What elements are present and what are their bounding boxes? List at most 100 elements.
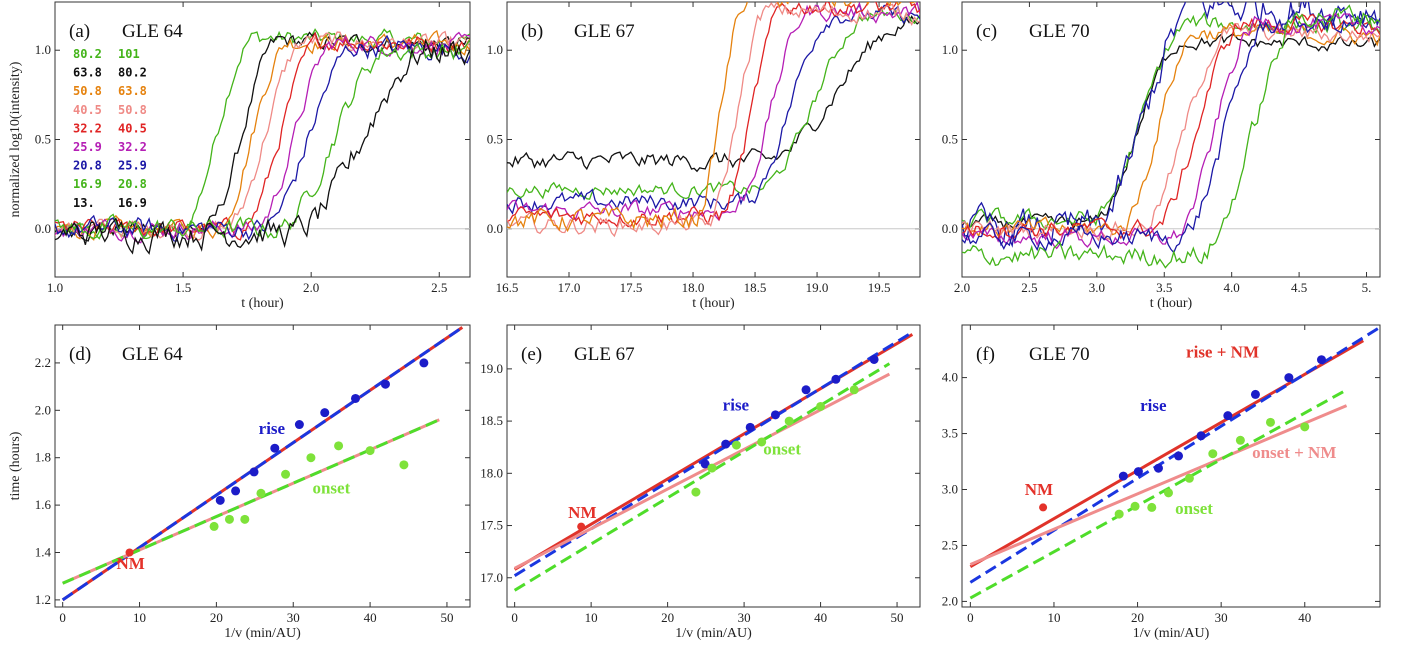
x-tick-label: 0 bbox=[59, 610, 66, 625]
data-point-onset bbox=[224, 514, 234, 524]
x-tick-label: 3.0 bbox=[1089, 280, 1105, 295]
data-point-onset bbox=[240, 514, 250, 524]
y-tick-label: 1.8 bbox=[35, 450, 51, 465]
legend-hi: 20.8 bbox=[118, 177, 147, 191]
data-point-onset bbox=[1208, 449, 1218, 459]
panel-title: GLE 64 bbox=[122, 21, 183, 42]
x-tick-label: 19.5 bbox=[868, 280, 891, 295]
data-point-rise bbox=[700, 459, 710, 469]
data-point-onset bbox=[784, 416, 794, 426]
data-point-rise bbox=[801, 385, 811, 395]
panel-label: (f) bbox=[976, 344, 995, 365]
y-tick-label: 0.0 bbox=[487, 221, 503, 236]
x-tick-label: 30 bbox=[287, 610, 300, 625]
x-tick-label: 40 bbox=[1298, 610, 1311, 625]
data-point-rise bbox=[294, 420, 304, 430]
annotation-nm: NM bbox=[1025, 480, 1053, 499]
legend-hi: 16.9 bbox=[118, 196, 147, 210]
legend-lo: 40.5 bbox=[73, 103, 102, 117]
y-tick-label: 1.0 bbox=[35, 42, 51, 57]
panel-label: (d) bbox=[69, 344, 91, 365]
x-tick-label: 0 bbox=[511, 610, 518, 625]
y-tick-label: 1.6 bbox=[35, 497, 52, 512]
data-point-rise bbox=[350, 393, 360, 403]
x-tick-label: 10 bbox=[133, 610, 146, 625]
series-line bbox=[962, 22, 1380, 238]
series-line bbox=[507, 2, 920, 238]
data-point-onset bbox=[209, 521, 219, 531]
series-line bbox=[507, 2, 920, 222]
annotation-onset: onset bbox=[763, 440, 801, 459]
x-tick-label: 50 bbox=[891, 610, 904, 625]
series-line bbox=[55, 34, 470, 242]
annotation-onset: onset bbox=[312, 478, 350, 497]
series-line bbox=[962, 4, 1380, 269]
annotation-rise-nm: rise + NM bbox=[1186, 342, 1259, 361]
data-point-rise bbox=[831, 374, 841, 384]
y-tick-label: 3.5 bbox=[942, 426, 958, 441]
x-tick-label: 16.5 bbox=[496, 280, 519, 295]
data-point-rise bbox=[1118, 471, 1128, 481]
x-tick-label: 1.0 bbox=[47, 280, 63, 295]
data-point-nm bbox=[577, 522, 586, 531]
onset-fit-green bbox=[513, 362, 891, 592]
x-tick-label: 19.0 bbox=[806, 280, 829, 295]
data-point-onset bbox=[334, 441, 344, 451]
panel-title: GLE 64 bbox=[122, 344, 183, 365]
nm-fit-red bbox=[513, 333, 914, 571]
x-tick-label: 20 bbox=[661, 610, 674, 625]
x-tick-label: 40 bbox=[814, 610, 827, 625]
x-tick-label: 30 bbox=[738, 610, 751, 625]
plot-area bbox=[55, 28, 470, 255]
series-line bbox=[507, 2, 917, 233]
data-point-onset bbox=[1114, 509, 1124, 519]
plot-frame bbox=[506, 1, 921, 278]
panel-title: GLE 67 bbox=[574, 21, 635, 42]
panel-title: GLE 70 bbox=[1029, 344, 1090, 365]
series-line bbox=[962, 11, 1380, 231]
series-line bbox=[55, 31, 470, 241]
plot-area bbox=[513, 331, 914, 592]
series-line bbox=[507, 7, 920, 200]
data-point-rise bbox=[869, 354, 879, 364]
plot-frame bbox=[961, 1, 1381, 278]
data-point-rise bbox=[215, 495, 225, 505]
data-point-onset bbox=[399, 460, 409, 470]
data-point-rise bbox=[1284, 373, 1294, 383]
x-tick-label: 5. bbox=[1362, 280, 1372, 295]
legend-hi: 40.5 bbox=[118, 121, 147, 135]
series-line bbox=[962, 9, 1380, 254]
onset-nm-fit-pink bbox=[969, 404, 1348, 566]
panel-e: 0 10 20 30 40 50 17.0 17.5 18.0 18.5 19.0 1/v (min/… bbox=[480, 324, 921, 641]
annotation-rise: rise bbox=[723, 396, 750, 415]
data-point-rise bbox=[1133, 467, 1143, 477]
y-tick-label: 2.2 bbox=[35, 355, 51, 370]
data-point-rise bbox=[1153, 463, 1163, 473]
x-tick-label: 2.0 bbox=[954, 280, 970, 295]
data-point-onset bbox=[1184, 473, 1194, 483]
data-point-onset bbox=[757, 437, 767, 447]
panel-title: GLE 67 bbox=[574, 344, 635, 365]
x-tick-label: 4.5 bbox=[1291, 280, 1307, 295]
legend-lo: 80.2 bbox=[73, 47, 102, 61]
legend-lo: 20.8 bbox=[73, 159, 102, 173]
legend-lo: 50.8 bbox=[73, 84, 102, 98]
y-tick-label: 17.5 bbox=[480, 518, 503, 533]
panel-title: GLE 70 bbox=[1029, 21, 1090, 42]
x-tick-label: 17.5 bbox=[620, 280, 643, 295]
rise-fit-blue bbox=[513, 331, 914, 577]
data-point-rise bbox=[270, 443, 280, 453]
annotation-nm: NM bbox=[116, 554, 144, 573]
data-point-rise bbox=[745, 422, 755, 432]
data-point-rise bbox=[1223, 411, 1233, 421]
data-point-onset bbox=[281, 469, 291, 479]
plot-area bbox=[61, 326, 464, 602]
data-point-onset bbox=[707, 463, 717, 473]
data-point-onset bbox=[1147, 502, 1157, 512]
legend-hi: 32.2 bbox=[118, 140, 147, 154]
data-point-onset bbox=[691, 487, 701, 497]
y-tick-label: 1.0 bbox=[942, 42, 958, 57]
x-tick-label: 4.0 bbox=[1224, 280, 1240, 295]
y-tick-label: 1.4 bbox=[35, 544, 52, 559]
panel-a: 1.0 1.5 2.0 2.5 0.0 0.5 1.0 t (hour) normalized … bbox=[8, 1, 471, 311]
